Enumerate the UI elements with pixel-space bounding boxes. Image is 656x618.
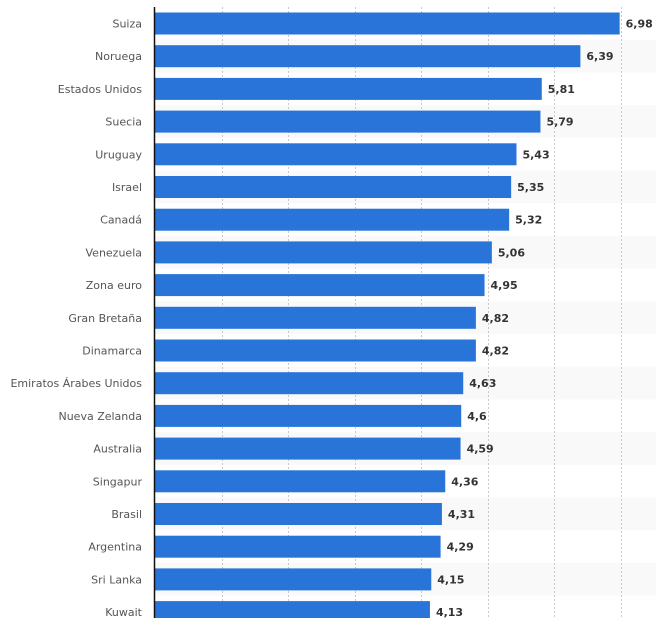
value-label: 5,81: [548, 83, 575, 96]
category-label: Venezuela: [86, 246, 143, 259]
bar[interactable]: [155, 372, 464, 395]
bar[interactable]: [155, 535, 441, 558]
category-label: Estados Unidos: [58, 83, 142, 96]
category-label: Emiratos Árabes Unidos: [10, 377, 142, 390]
bar[interactable]: [155, 470, 446, 493]
bar[interactable]: [155, 568, 432, 591]
bars: [155, 12, 620, 618]
bar[interactable]: [155, 110, 541, 133]
category-label: Kuwait: [105, 606, 142, 618]
category-label: Israel: [112, 181, 142, 194]
value-label: 4,15: [437, 573, 464, 586]
value-label: 4,6: [467, 410, 487, 423]
bar[interactable]: [155, 241, 492, 264]
category-label: Noruega: [95, 50, 142, 63]
value-label: 5,06: [498, 246, 525, 259]
bar[interactable]: [155, 339, 476, 362]
bar[interactable]: [155, 143, 517, 166]
value-label: 4,63: [469, 377, 496, 390]
category-label: Australia: [93, 443, 142, 456]
category-label: Uruguay: [95, 148, 142, 161]
value-label: 4,36: [451, 475, 478, 488]
bar[interactable]: [155, 77, 542, 100]
bar[interactable]: [155, 274, 485, 297]
value-label: 4,82: [482, 312, 509, 325]
category-label: Gran Bretaña: [68, 312, 142, 325]
category-label: Sri Lanka: [91, 573, 142, 586]
value-label: 4,31: [448, 508, 475, 521]
value-labels: 6,98 6,39 5,81 5,79 5,43 5,35 5,32 5,06 4,95 4,82…: [436, 18, 653, 618]
bar[interactable]: [155, 503, 442, 525]
bar[interactable]: [155, 306, 476, 329]
bar[interactable]: [155, 45, 581, 68]
category-label: Nueva Zelanda: [58, 410, 142, 423]
value-label: 4,59: [467, 443, 494, 456]
value-label: 6,98: [626, 18, 653, 31]
value-label: 5,43: [522, 148, 549, 161]
category-label: Suiza: [112, 18, 142, 31]
category-label: Zona euro: [86, 279, 142, 292]
value-label: 6,39: [586, 50, 613, 63]
bar[interactable]: [155, 601, 430, 618]
value-label: 4,82: [482, 345, 509, 358]
value-label: 5,35: [517, 181, 544, 194]
value-label: 4,29: [447, 541, 474, 554]
value-label: 5,32: [515, 214, 542, 227]
category-label: Argentina: [88, 541, 142, 554]
bar[interactable]: [155, 437, 461, 460]
category-label: Brasil: [111, 508, 142, 521]
bar[interactable]: [155, 404, 462, 427]
category-labels: Suiza Noruega Estados Unidos Suecia Uruguay I…: [10, 18, 142, 618]
category-label: Suecia: [105, 116, 142, 129]
category-label: Dinamarca: [82, 345, 142, 358]
bar[interactable]: [155, 208, 510, 231]
category-label: Canadá: [100, 214, 142, 227]
value-label: 4,95: [491, 279, 518, 292]
value-label: 4,13: [436, 606, 463, 618]
category-label: Singapur: [93, 475, 143, 488]
bar[interactable]: [155, 176, 512, 198]
value-label: 5,79: [546, 116, 573, 129]
bar[interactable]: [155, 12, 620, 35]
